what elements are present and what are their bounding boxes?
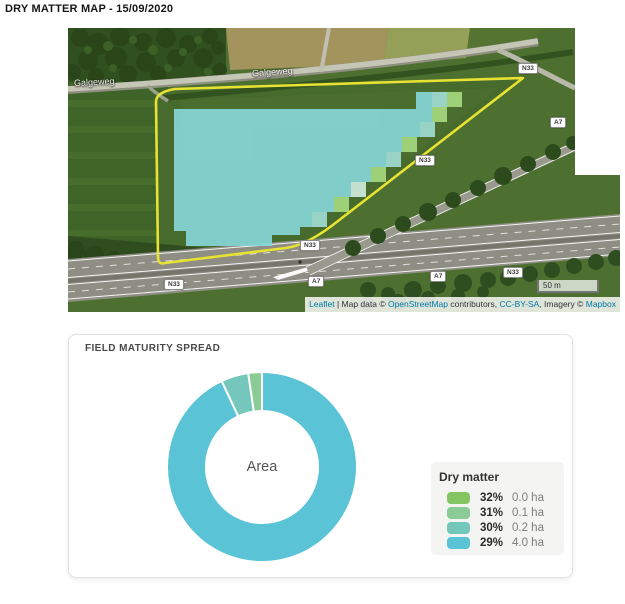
field-boundary	[154, 76, 525, 265]
legend-area: 0.2 ha	[512, 521, 544, 534]
legend-area: 0.0 ha	[512, 491, 544, 504]
legend-area: 0.1 ha	[512, 506, 544, 519]
map-scale-bar: 50 m	[537, 280, 599, 293]
attribution-text: , Imagery ©	[539, 299, 586, 309]
road-shield-n33: N33	[518, 63, 538, 75]
page-title: DRY MATTER MAP - 15/09/2020	[5, 3, 174, 15]
ccbysa-link[interactable]: CC-BY-SA	[499, 299, 540, 309]
road-shield-n33: N33	[503, 267, 523, 279]
maturity-donut[interactable]: Area	[162, 367, 362, 567]
legend-pct: 32%	[480, 491, 504, 504]
legend-pct: 30%	[480, 521, 504, 534]
leaflet-link[interactable]: Leaflet	[309, 299, 335, 309]
legend-row: 29% 4.0 ha	[447, 535, 564, 550]
legend-row: 31% 0.1 ha	[447, 505, 564, 520]
legend-swatch	[447, 521, 470, 534]
attribution-separator: |	[334, 299, 342, 309]
mapbox-link[interactable]: Mapbox	[585, 299, 616, 309]
legend-swatch	[447, 536, 470, 549]
attribution-text: Map data ©	[341, 299, 388, 309]
attribution-text: contributors,	[447, 299, 500, 309]
legend-pct: 29%	[480, 536, 504, 549]
openstreetmap-link[interactable]: OpenStreetMap	[387, 299, 448, 309]
map-attribution: Leaflet | Map data © OpenStreetMap contr…	[305, 297, 620, 312]
road-shield-n33: N33	[415, 155, 435, 167]
donut-slice[interactable]	[166, 370, 358, 563]
satellite-map[interactable]: Galgeweg Galgeweg N33 A7 N33 N33 N33 A7 …	[68, 28, 620, 312]
legend-swatch	[447, 506, 470, 519]
road-shield-a7: A7	[430, 271, 447, 283]
street-label-galgeweg: Galgeweg	[73, 75, 115, 89]
road-shield-n33: N33	[300, 240, 320, 252]
legend-swatch	[447, 491, 470, 504]
card-title: FIELD MATURITY SPREAD	[85, 343, 221, 354]
donut-slice[interactable]	[247, 370, 263, 413]
legend-pct: 31%	[480, 506, 504, 519]
road-shield-a7: A7	[550, 117, 567, 129]
legend-row: 30% 0.2 ha	[447, 520, 564, 535]
dry-matter-raster	[174, 92, 462, 246]
legend-area: 4.0 ha	[512, 536, 544, 549]
field-maturity-card: FIELD MATURITY SPREAD Area Dry matter 32…	[68, 334, 573, 578]
dry-matter-legend: Dry matter 32% 0.0 ha 31% 0.1 ha 30% 0.2…	[431, 462, 564, 555]
legend-title: Dry matter	[439, 470, 500, 484]
road-shield-n33: N33	[164, 279, 184, 291]
legend-row: 32% 0.0 ha	[447, 490, 564, 505]
road-shield-a7: A7	[308, 276, 325, 288]
